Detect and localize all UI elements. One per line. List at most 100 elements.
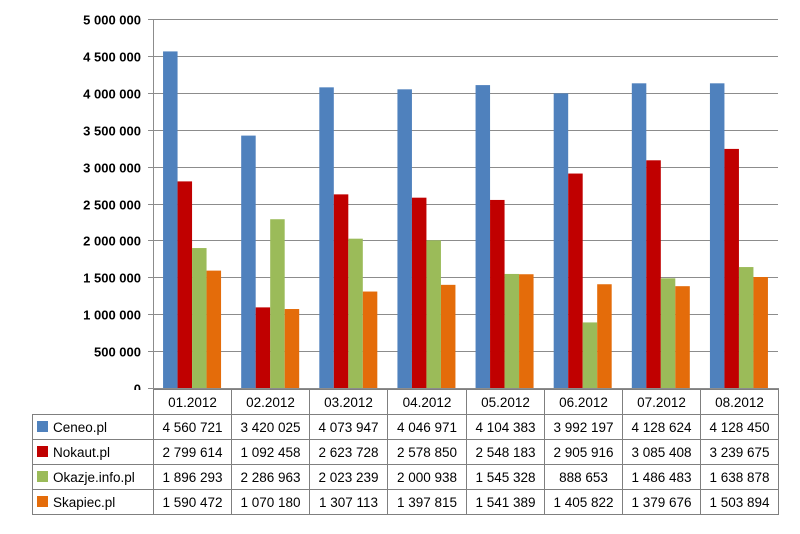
data-value: 4 046 971 (387, 414, 467, 440)
series-name: Okazje.info.pl (53, 469, 135, 485)
data-value: 888 653 (544, 464, 623, 490)
bar-ceneo-pl (241, 135, 256, 388)
legend-key-swatch (37, 446, 48, 458)
bar-ceneo-pl (709, 83, 725, 388)
y-tick-label: 4 500 000 (83, 50, 141, 65)
bar-skapiec-pl (284, 309, 300, 388)
data-value: 1 503 894 (700, 489, 779, 515)
data-value: 2 000 938 (387, 464, 467, 490)
bar-okazje-info-pl (738, 267, 754, 388)
bar-okazje-info-pl (192, 248, 207, 388)
bar-nokaut-pl (646, 160, 661, 388)
bar-skapiec-pl (753, 277, 768, 388)
legend-key-swatch (37, 421, 48, 433)
table-corner (32, 389, 154, 415)
legend-key-swatch (37, 496, 48, 508)
data-value: 1 486 483 (622, 464, 701, 490)
data-value: 2 799 614 (153, 439, 232, 465)
data-value: 1 397 815 (387, 489, 467, 515)
category-label: 05.2012 (466, 389, 545, 415)
bar-nokaut-pl (490, 199, 505, 388)
data-value: 3 420 025 (231, 414, 310, 440)
category-label: 03.2012 (309, 389, 388, 415)
data-value: 1 638 878 (700, 464, 779, 490)
table-row: Okazje.info.pl 1 896 293 2 286 963 2 023 23… (32, 464, 779, 490)
y-tick-label: 0 (134, 382, 141, 391)
bar-okazje-info-pl (348, 238, 363, 388)
data-value: 2 286 963 (231, 464, 310, 490)
data-value: 2 623 728 (309, 439, 388, 465)
bar-nokaut-pl (724, 148, 739, 388)
bar-ceneo-pl (397, 89, 412, 388)
table-row: Ceneo.pl 4 560 721 3 420 025 4 073 947 4 046… (32, 414, 779, 440)
chart-plot-area: 0 500 000 1 000 000 1 500 000 2 000 000 2 500… (83, 13, 779, 391)
data-value: 2 548 183 (466, 439, 545, 465)
bar-nokaut-pl (177, 181, 193, 388)
bar-okazje-info-pl (660, 278, 676, 388)
series-label: Nokaut.pl (32, 439, 154, 465)
bar-okazje-info-pl (582, 322, 598, 388)
y-tick-label: 5 000 000 (83, 13, 141, 28)
data-value: 1 405 822 (544, 489, 623, 515)
category-label: 02.2012 (231, 389, 310, 415)
series-name: Skapiec.pl (53, 494, 116, 510)
y-tick-label: 1 000 000 (83, 308, 141, 323)
bar-okazje-info-pl (504, 273, 520, 388)
data-value: 1 070 180 (231, 489, 310, 515)
table-row: Skapiec.pl 1 590 472 1 070 180 1 307 113 1 3… (32, 489, 779, 515)
bar-skapiec-pl (362, 291, 378, 388)
data-value: 3 085 408 (622, 439, 701, 465)
series-label: Ceneo.pl (32, 414, 154, 440)
data-value: 1 545 328 (466, 464, 545, 490)
table-header-row: 01.2012 02.2012 03.2012 04.2012 05.2012 06.20… (32, 389, 779, 415)
bar-ceneo-pl (163, 51, 178, 389)
series-name: Ceneo.pl (53, 419, 108, 435)
data-value: 3 992 197 (544, 414, 623, 440)
data-value: 1 092 458 (231, 439, 310, 465)
y-tick-label: 1 500 000 (83, 271, 141, 286)
data-value: 4 560 721 (153, 414, 232, 440)
data-value: 1 896 293 (153, 464, 232, 490)
bar-ceneo-pl (631, 83, 647, 388)
data-value: 1 379 676 (622, 489, 701, 515)
series-label: Skapiec.pl (32, 489, 154, 515)
data-value: 4 128 624 (622, 414, 701, 440)
data-value: 4 128 450 (700, 414, 779, 440)
category-label: 08.2012 (700, 389, 779, 415)
bar-ceneo-pl (475, 85, 491, 388)
bar-nokaut-pl (568, 173, 583, 388)
category-label: 04.2012 (387, 389, 467, 415)
bar-okazje-info-pl (270, 219, 285, 388)
bar-okazje-info-pl (426, 240, 441, 388)
category-label: 01.2012 (153, 389, 232, 415)
category-label: 07.2012 (622, 389, 701, 415)
legend-key-swatch (37, 471, 48, 483)
y-tick-label: 2 000 000 (83, 234, 141, 249)
data-value: 4 104 383 (466, 414, 545, 440)
bar-skapiec-pl (675, 286, 690, 388)
data-value: 2 023 239 (309, 464, 388, 490)
y-tick-label: 4 000 000 (83, 87, 141, 102)
data-value: 1 307 113 (309, 489, 388, 515)
y-tick-label: 3 000 000 (83, 161, 141, 176)
table-row: Nokaut.pl 2 799 614 1 092 458 2 623 728 2 57… (32, 439, 779, 465)
bar-skapiec-pl (206, 270, 222, 388)
data-table: 01.2012 02.2012 03.2012 04.2012 05.2012 06.20… (32, 389, 779, 515)
bar-ceneo-pl (319, 87, 334, 388)
y-tick-label: 2 500 000 (83, 198, 141, 213)
series-name: Nokaut.pl (53, 444, 111, 460)
data-value: 3 239 675 (700, 439, 779, 465)
bar-nokaut-pl (411, 197, 427, 388)
y-tick-label: 3 500 000 (83, 124, 141, 139)
bar-nokaut-pl (333, 194, 349, 388)
bar-ceneo-pl (553, 93, 569, 388)
data-value: 1 590 472 (153, 489, 232, 515)
bar-skapiec-pl (440, 284, 456, 388)
data-value: 2 578 850 (387, 439, 467, 465)
bar-skapiec-pl (597, 284, 612, 388)
data-value: 1 541 389 (466, 489, 545, 515)
series-label: Okazje.info.pl (32, 464, 154, 490)
bar-nokaut-pl (255, 307, 271, 388)
category-label: 06.2012 (544, 389, 623, 415)
